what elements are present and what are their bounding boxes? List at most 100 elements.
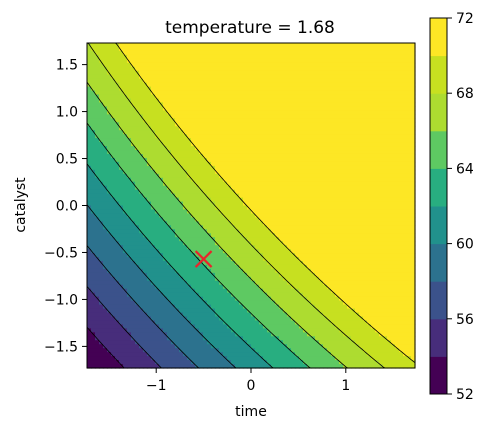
contour-cell bbox=[155, 102, 160, 108]
contour-cell bbox=[223, 62, 228, 68]
contour-cell bbox=[195, 161, 200, 167]
contour-cell bbox=[171, 245, 176, 250]
contour-cell bbox=[219, 62, 224, 68]
contour-cell bbox=[287, 150, 292, 155]
contour-cell bbox=[111, 102, 116, 108]
contour-cell bbox=[159, 70, 164, 76]
contour-cell bbox=[183, 185, 188, 191]
contour-cell bbox=[283, 106, 288, 111]
contour-cell bbox=[187, 308, 192, 314]
contour-cell bbox=[299, 193, 304, 199]
contour-cell bbox=[235, 364, 240, 369]
contour-cell bbox=[231, 150, 236, 155]
contour-cell bbox=[139, 328, 144, 333]
contour-cell bbox=[183, 150, 188, 155]
contour-cell bbox=[279, 153, 284, 159]
contour-cell bbox=[251, 300, 256, 306]
contour-cell bbox=[207, 134, 212, 139]
contour-cell bbox=[271, 106, 276, 111]
contour-cell bbox=[139, 146, 144, 151]
contour-cell bbox=[303, 276, 308, 282]
contour-cell bbox=[219, 197, 224, 203]
contour-cell bbox=[147, 364, 152, 369]
contour-cell bbox=[203, 260, 208, 266]
contour-cell bbox=[215, 288, 220, 294]
contour-cell bbox=[167, 260, 172, 266]
contour-cell bbox=[235, 320, 240, 325]
contour-cell bbox=[115, 157, 120, 163]
contour-cell bbox=[131, 344, 136, 349]
contour-cell bbox=[267, 118, 272, 123]
contour-cell bbox=[163, 43, 168, 48]
contour-cell bbox=[183, 201, 188, 207]
contour-cell bbox=[231, 161, 236, 167]
contour-cell bbox=[103, 340, 108, 345]
contour-cell bbox=[139, 312, 144, 318]
contour-cell bbox=[191, 126, 196, 131]
contour-cell bbox=[315, 257, 320, 262]
contour-cell bbox=[315, 340, 320, 345]
contour-cell bbox=[131, 98, 136, 104]
contour-cell bbox=[223, 288, 228, 294]
contour-cell bbox=[311, 360, 316, 365]
contour-cell bbox=[107, 241, 112, 246]
contour-cell bbox=[275, 245, 280, 250]
contour-cell bbox=[291, 260, 296, 266]
contour-cell bbox=[171, 336, 176, 341]
contour-cell bbox=[227, 150, 232, 155]
contour-cell bbox=[323, 217, 328, 222]
contour-cell bbox=[215, 257, 220, 262]
contour-cell bbox=[143, 253, 148, 258]
contour-cell bbox=[183, 364, 188, 369]
contour-cell bbox=[151, 217, 156, 222]
contour-cell bbox=[287, 134, 292, 139]
contour-cell bbox=[327, 209, 332, 215]
contour-cell bbox=[107, 304, 112, 310]
contour-cell bbox=[215, 304, 220, 310]
contour-cell bbox=[179, 221, 184, 226]
contour-cell bbox=[183, 82, 188, 88]
contour-cell bbox=[91, 264, 96, 270]
contour-cell bbox=[179, 165, 184, 171]
contour-cell bbox=[275, 106, 280, 111]
contour-cell bbox=[271, 237, 276, 242]
contour-cell bbox=[215, 50, 220, 56]
contour-cell bbox=[95, 70, 100, 76]
contour-cell bbox=[235, 344, 240, 349]
contour-cell bbox=[215, 340, 220, 345]
contour-cell bbox=[147, 201, 152, 207]
contour-cell bbox=[299, 70, 304, 76]
contour-cell bbox=[311, 268, 316, 274]
contour-cell bbox=[163, 106, 168, 111]
contour-cell bbox=[123, 150, 128, 155]
contour-cell bbox=[135, 292, 140, 298]
contour-cell bbox=[175, 205, 180, 211]
contour-cell bbox=[223, 70, 228, 76]
contour-cell bbox=[179, 153, 184, 159]
contour-cell bbox=[131, 304, 136, 310]
contour-cell bbox=[247, 189, 252, 195]
contour-cell bbox=[319, 78, 324, 84]
contour-cell bbox=[311, 146, 316, 151]
contour-cell bbox=[267, 241, 272, 246]
contour-cell bbox=[259, 197, 264, 203]
contour-cell bbox=[279, 146, 284, 151]
contour-cell bbox=[283, 181, 288, 187]
contour-cell bbox=[299, 249, 304, 254]
contour-cell bbox=[299, 86, 304, 92]
contour-cell bbox=[91, 181, 96, 187]
contour-cell bbox=[267, 138, 272, 143]
contour-cell bbox=[135, 348, 140, 353]
contour-cell bbox=[167, 233, 172, 238]
contour-cell bbox=[191, 169, 196, 175]
contour-cell bbox=[95, 130, 100, 135]
contour-cell bbox=[255, 161, 260, 167]
contour-cell bbox=[311, 241, 316, 246]
contour-cell bbox=[255, 276, 260, 282]
contour-cell bbox=[211, 296, 216, 302]
contour-cell bbox=[223, 106, 228, 111]
contour-cell bbox=[267, 146, 272, 151]
contour-cell bbox=[119, 126, 124, 131]
contour-cell bbox=[247, 245, 252, 250]
contour-cell bbox=[271, 150, 276, 155]
